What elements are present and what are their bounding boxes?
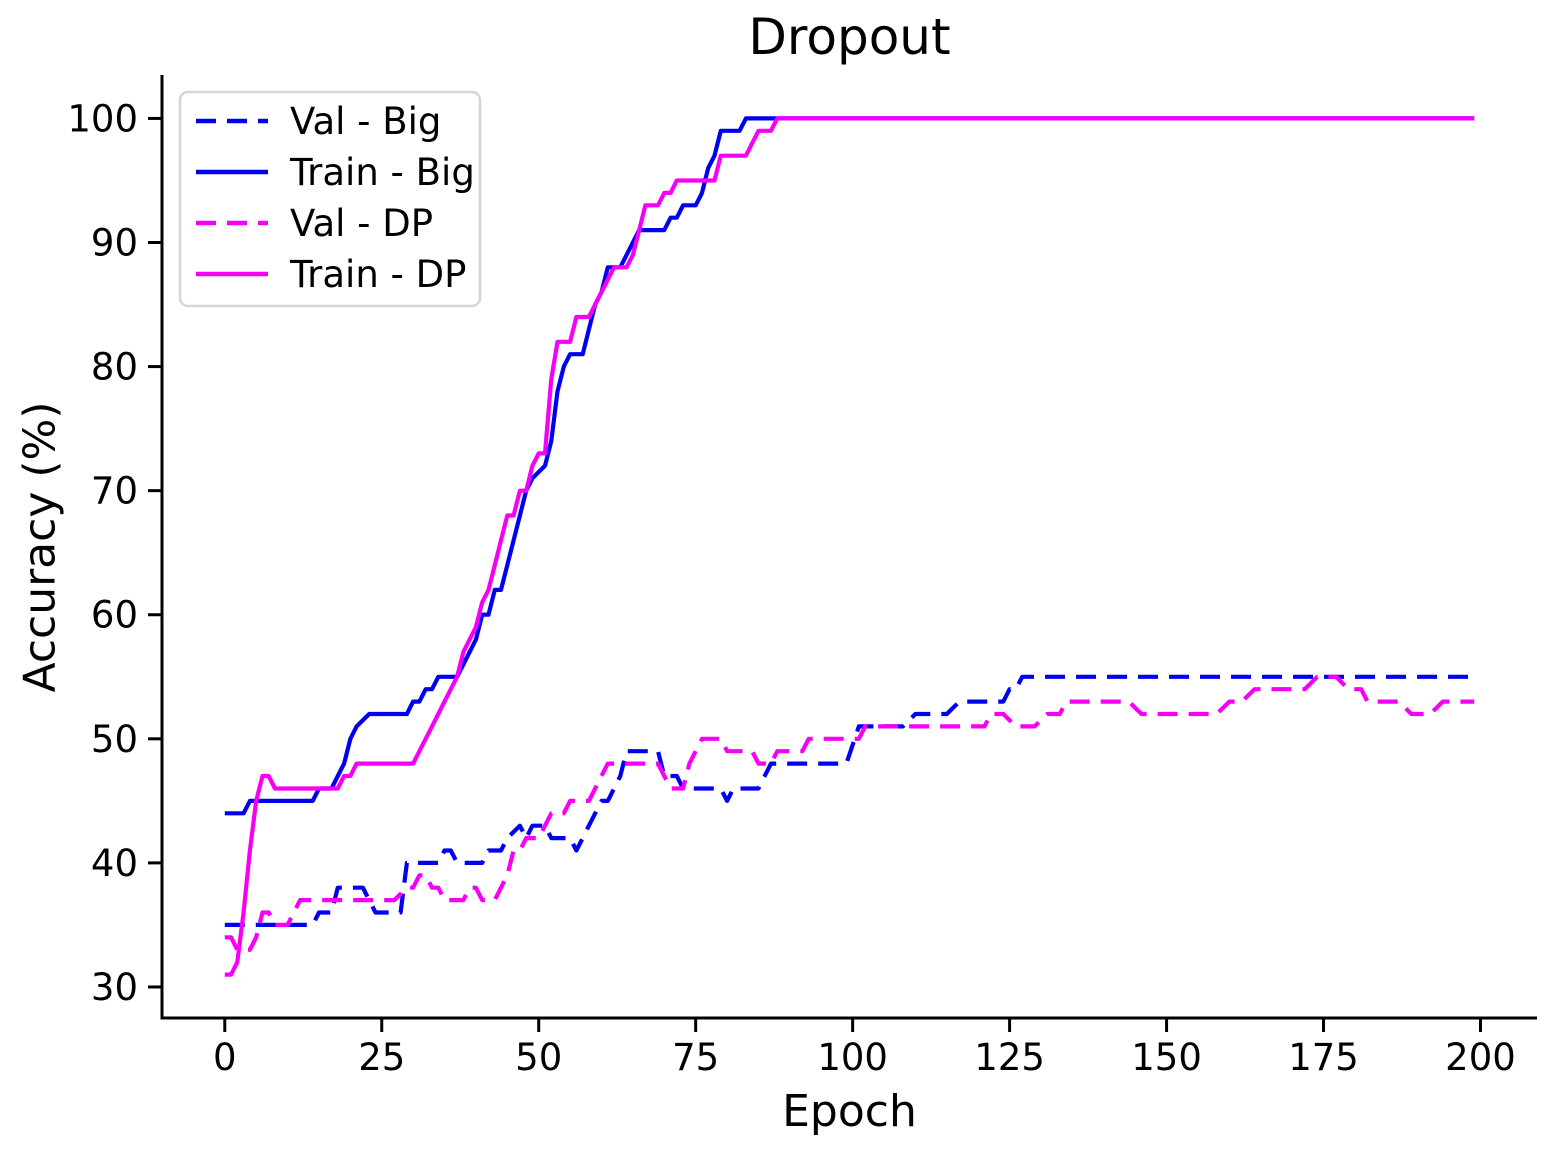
x-tick-label: 0 [213,1036,237,1079]
series-line-val-dp [224,674,1475,952]
y-tick-label: 100 [67,97,138,140]
y-tick-label: 60 [91,594,138,637]
legend-label-val-dp: Val - DP [290,202,433,245]
y-tick-label: 30 [91,966,138,1009]
chart-title: Dropout [748,8,951,66]
y-tick-label: 50 [91,718,138,761]
x-tick-label: 200 [1445,1036,1516,1079]
legend-label-train-dp: Train - DP [289,253,466,296]
x-tick-label: 175 [1288,1036,1359,1079]
x-tick-label: 125 [974,1036,1045,1079]
x-tick-label: 75 [672,1036,719,1079]
x-tick-label: 50 [515,1036,562,1079]
x-tick-label: 150 [1131,1036,1202,1079]
x-tick-label: 100 [817,1036,888,1079]
y-tick-label: 80 [91,346,138,389]
legend-label-train-big: Train - Big [289,151,475,194]
legend-label-val-big: Val - Big [290,100,441,143]
y-tick-label: 90 [91,222,138,265]
legend-box [178,90,482,308]
y-tick-label: 40 [91,842,138,885]
series-line-val-big [224,674,1475,928]
x-axis-label: Epoch [782,1086,917,1137]
series-line-train-big [224,116,1475,816]
x-tick-label: 25 [358,1036,405,1079]
y-tick-label: 70 [91,470,138,513]
series-line-train-dp [224,116,1475,977]
y-axis-label: Accuracy (%) [14,401,66,693]
